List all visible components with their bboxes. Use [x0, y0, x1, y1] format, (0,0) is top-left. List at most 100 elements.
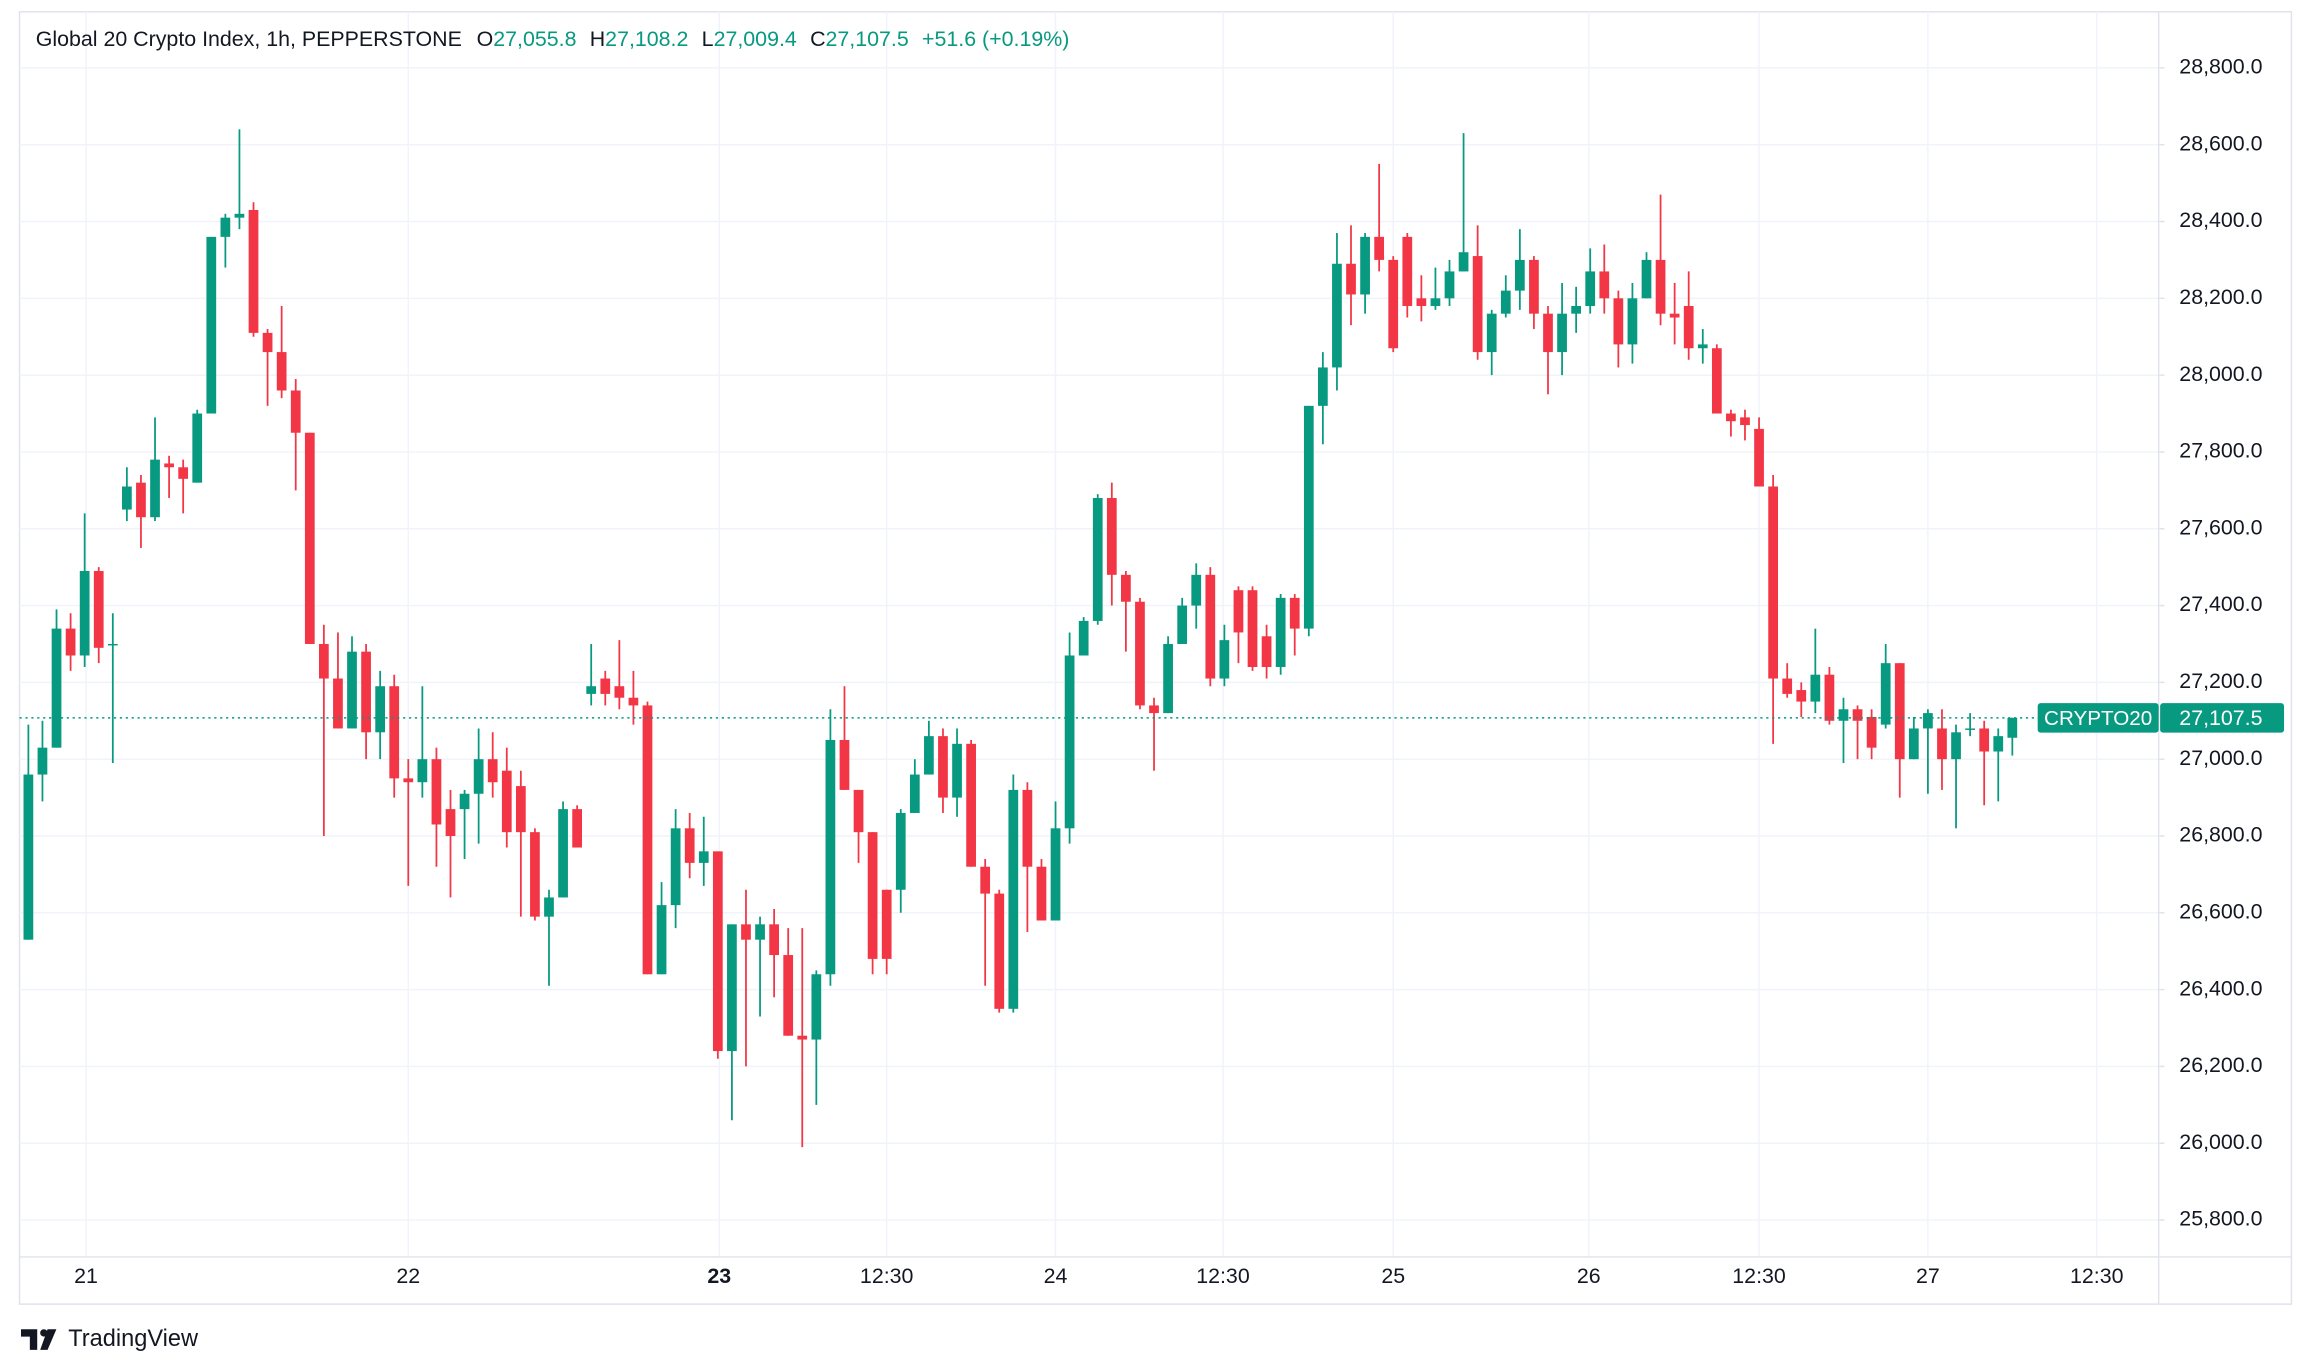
- x-tick-label: 21: [74, 1264, 98, 1288]
- candle-body: [150, 459, 160, 518]
- candle-body: [1937, 728, 1947, 760]
- candles: [19, 129, 2159, 1148]
- candle-body: [1726, 413, 1736, 422]
- y-tick-label: 28,200.0: [2179, 285, 2262, 309]
- x-tick-label: 23: [707, 1264, 731, 1288]
- candle-body: [1951, 732, 1961, 760]
- candle-body: [65, 628, 76, 656]
- x-tick-label: 12:30: [2070, 1264, 2124, 1288]
- x-tick-label: 27: [1916, 1264, 1940, 1288]
- candle-body: [1275, 597, 1286, 668]
- y-tick-label: 27,400.0: [2179, 592, 2262, 616]
- x-tick-label: 12:30: [860, 1264, 914, 1288]
- candle-body: [304, 432, 315, 644]
- candle-body: [459, 793, 470, 810]
- candle-body: [473, 759, 484, 794]
- candle-body: [93, 570, 104, 648]
- candle-body: [1514, 259, 1525, 291]
- candle-body: [23, 774, 34, 940]
- candle-body: [994, 893, 1005, 1009]
- candle-body: [1529, 259, 1539, 314]
- candle-body: [1430, 298, 1441, 306]
- candle-body: [1444, 271, 1455, 299]
- candle-body: [741, 924, 751, 940]
- candle-body: [178, 467, 189, 479]
- candle-body: [1261, 636, 1272, 668]
- candle-body: [1247, 590, 1258, 668]
- candle-body: [1627, 298, 1638, 345]
- candle-body: [1472, 256, 1483, 353]
- candle-body: [375, 686, 386, 733]
- y-tick-label: 28,600.0: [2179, 131, 2262, 155]
- candle-body: [1050, 828, 1061, 921]
- x-tick-label: 25: [1381, 1264, 1405, 1288]
- candle-body: [1289, 597, 1300, 629]
- candle-body: [1894, 663, 1905, 760]
- candle-body: [1163, 643, 1173, 714]
- candle-body: [797, 1035, 808, 1040]
- x-tick-label: 22: [396, 1264, 420, 1288]
- candle-body: [347, 651, 357, 729]
- y-tick-label: 28,000.0: [2179, 362, 2262, 386]
- candle-body: [628, 697, 639, 706]
- candle-body: [1543, 313, 1553, 353]
- candle-body: [1740, 417, 1750, 426]
- candle-body: [262, 332, 273, 353]
- candle-body: [1754, 428, 1764, 487]
- brand-icon: [20, 1329, 57, 1350]
- header-key: H: [590, 26, 605, 50]
- candle-body: [1303, 405, 1314, 629]
- candle-body: [966, 743, 976, 867]
- candle-body: [558, 809, 568, 898]
- brand-icon-dot: [40, 1329, 48, 1337]
- brand-name: TradingView: [68, 1326, 199, 1352]
- candle-body: [783, 955, 794, 1036]
- header-value: 27,107.5: [826, 26, 909, 50]
- candle-body: [333, 678, 343, 729]
- x-tick-label: 26: [1577, 1264, 1601, 1288]
- candle-body: [1135, 601, 1145, 706]
- candle-body: [1458, 252, 1469, 272]
- candle-body: [1149, 705, 1159, 714]
- candle-body: [515, 786, 526, 833]
- candle-body: [1866, 716, 1877, 748]
- candle-body: [487, 759, 498, 783]
- candle-body: [698, 851, 709, 863]
- candle-body: [1782, 678, 1793, 694]
- chart-frame: [18, 11, 2293, 1305]
- candle-body: [769, 924, 779, 956]
- y-tick-label: 27,600.0: [2179, 515, 2262, 539]
- candle-body: [530, 832, 540, 917]
- candle-body: [952, 743, 962, 798]
- candle-body: [1036, 866, 1047, 921]
- candle-body: [51, 628, 62, 748]
- candle-body: [1965, 728, 1975, 730]
- candle-body: [107, 643, 118, 646]
- candle-body: [1402, 236, 1413, 306]
- y-tick-label: 26,200.0: [2179, 1053, 2262, 1077]
- candle-body: [1711, 348, 1722, 414]
- candle-body: [853, 789, 864, 833]
- candle-body: [192, 413, 203, 483]
- candle-body: [1177, 605, 1188, 644]
- candle-body: [234, 213, 245, 218]
- header-value: 27,108.2: [605, 26, 688, 50]
- symbol-tag: CRYPTO20: [2044, 707, 2152, 730]
- candle-body: [924, 736, 934, 775]
- candle-body: [431, 759, 442, 825]
- grid: [19, 11, 2159, 1257]
- y-tick-label: 25,800.0: [2179, 1207, 2262, 1231]
- candle-body: [614, 686, 625, 698]
- candle-body: [1880, 663, 1891, 725]
- candle-body: [811, 974, 822, 1040]
- header-value: 27,009.4: [714, 26, 797, 50]
- candle-body: [1008, 789, 1019, 1009]
- candle-body: [642, 705, 653, 975]
- candle-body: [1683, 305, 1694, 349]
- candle-body: [1106, 498, 1117, 575]
- candle-body: [136, 482, 146, 518]
- candle-body: [1416, 298, 1427, 306]
- candle-body: [938, 736, 948, 798]
